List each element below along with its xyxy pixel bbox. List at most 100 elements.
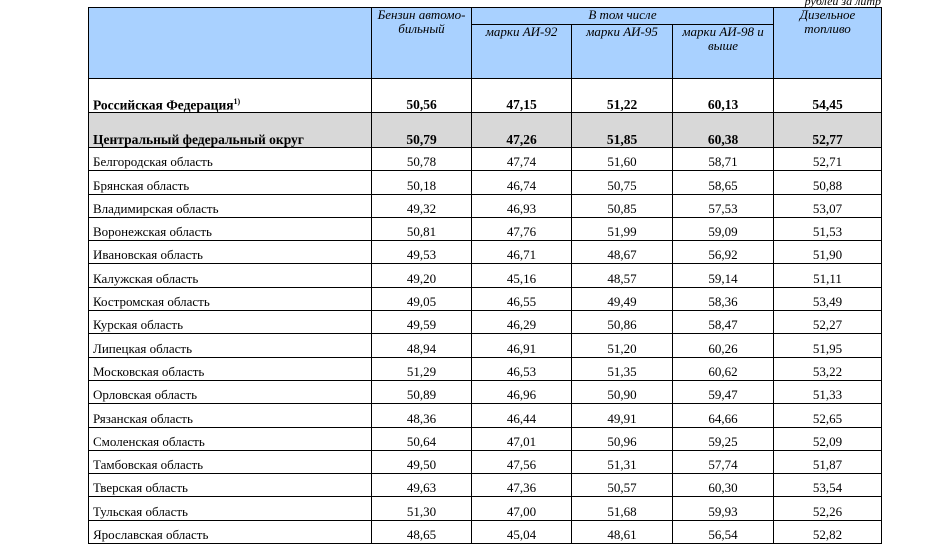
region-value: 48,57 — [571, 263, 673, 288]
region-name: Орловская область — [88, 379, 372, 405]
region-value: 48,36 — [371, 403, 472, 428]
region-value: 48,67 — [571, 240, 673, 265]
region-value: 50,90 — [571, 379, 673, 405]
region-value: 53,54 — [773, 473, 883, 498]
region-name: Тамбовская область — [88, 449, 372, 475]
header-petrol: Бензин автомо-бильный — [371, 7, 472, 79]
russia-value: 50,56 — [371, 78, 472, 113]
region-value: 50,88 — [773, 170, 883, 195]
region-value: 49,50 — [371, 449, 472, 475]
region-value: 46,91 — [471, 333, 572, 358]
header-row-top: Бензин автомо-бильный В том числе Дизель… — [88, 6, 883, 79]
header-ai98: марки АИ-98 и выше — [671, 24, 775, 79]
region-row: Ярославская область 48,65 45,04 48,61 56,54 5… — [88, 519, 883, 544]
region-value: 50,64 — [371, 426, 472, 451]
region-value: 51,90 — [773, 240, 883, 265]
region-value: 50,86 — [571, 310, 673, 335]
russia-name-text: Российская Федерация — [93, 97, 234, 112]
region-value: 49,49 — [571, 286, 673, 312]
region-value: 46,96 — [471, 379, 572, 405]
region-value: 46,74 — [471, 170, 572, 195]
region-value: 46,55 — [471, 286, 572, 312]
region-value: 50,75 — [571, 170, 673, 195]
region-value: 50,57 — [571, 473, 673, 498]
region-value: 60,26 — [671, 333, 775, 358]
region-row: Белгородская область 50,78 47,74 51,60 58,71… — [88, 146, 883, 172]
region-value: 50,89 — [371, 379, 472, 405]
region-name: Воронежская область — [88, 216, 372, 242]
region-value: 51,31 — [571, 449, 673, 475]
region-value: 50,81 — [371, 216, 472, 242]
fuel-price-table: Бензин автомо-бильный В том числе Дизель… — [88, 6, 883, 544]
cfo-name: Центральный федеральный округ — [88, 112, 372, 148]
region-value: 45,04 — [471, 519, 572, 544]
region-value: 49,05 — [371, 286, 472, 312]
unit-label: рублей за литр — [804, 0, 881, 8]
russia-name: Российская Федерация1) — [88, 78, 372, 113]
region-value: 64,66 — [671, 403, 775, 428]
region-value: 48,61 — [571, 519, 673, 544]
region-name: Ивановская область — [88, 240, 372, 265]
region-name: Курская область — [88, 310, 372, 335]
header-diesel: Дизельное топливо — [773, 7, 883, 79]
cfo-value: 50,79 — [371, 112, 472, 148]
region-row: Курская область 49,59 46,29 50,86 58,47 52,27 — [88, 310, 883, 335]
cfo-value: 51,85 — [571, 112, 673, 148]
russia-value: 51,22 — [571, 78, 673, 113]
region-value: 56,92 — [671, 240, 775, 265]
region-name: Рязанская область — [88, 403, 372, 428]
region-value: 47,76 — [471, 216, 572, 242]
region-value: 49,91 — [571, 403, 673, 428]
region-value: 51,99 — [571, 216, 673, 242]
region-value: 58,71 — [671, 146, 775, 172]
region-value: 50,18 — [371, 170, 472, 195]
region-name: Московская область — [88, 356, 372, 381]
region-row: Тульская область 51,30 47,00 51,68 59,93 52,2… — [88, 496, 883, 521]
region-value: 51,53 — [773, 216, 883, 242]
region-value: 53,22 — [773, 356, 883, 381]
region-value: 49,53 — [371, 240, 472, 265]
region-row: Калужская область 49,20 45,16 48,57 59,14 51,… — [88, 263, 883, 288]
region-value: 58,36 — [671, 286, 775, 312]
region-value: 57,53 — [671, 193, 775, 218]
region-value: 49,20 — [371, 263, 472, 288]
region-row: Орловская область 50,89 46,96 50,90 59,47 51,… — [88, 379, 883, 405]
russia-value: 60,13 — [671, 78, 775, 113]
region-value: 47,56 — [471, 449, 572, 475]
region-value: 59,47 — [671, 379, 775, 405]
region-value: 51,95 — [773, 333, 883, 358]
region-value: 52,82 — [773, 519, 883, 544]
region-value: 51,68 — [571, 496, 673, 521]
russia-footnote: 1) — [233, 96, 241, 106]
region-row: Смоленская область 50,64 47,01 50,96 59,25 52… — [88, 426, 883, 451]
region-value: 46,71 — [471, 240, 572, 265]
region-value: 46,29 — [471, 310, 572, 335]
region-value: 57,74 — [671, 449, 775, 475]
region-value: 60,30 — [671, 473, 775, 498]
region-row: Тамбовская область 49,50 47,56 51,31 57,74 51… — [88, 449, 883, 475]
region-value: 51,29 — [371, 356, 472, 381]
region-row: Ивановская область 49,53 46,71 48,67 56,92 51… — [88, 240, 883, 265]
region-name: Ярославская область — [88, 519, 372, 544]
region-value: 45,16 — [471, 263, 572, 288]
region-name: Тульская область — [88, 496, 372, 521]
region-value: 48,65 — [371, 519, 472, 544]
header-corner — [88, 7, 372, 79]
header-ai92: марки АИ-92 — [471, 24, 572, 79]
header-row-sub: марки АИ-92 марки АИ-95 марки АИ-98 и вы… — [89, 24, 882, 79]
region-row: Липецкая область 48,94 46,91 51,20 60,26 51,9… — [88, 333, 883, 358]
region-value: 47,01 — [471, 426, 572, 451]
cfo-value: 52,77 — [773, 112, 883, 148]
region-value: 49,63 — [371, 473, 472, 498]
region-value: 50,96 — [571, 426, 673, 451]
region-value: 52,65 — [773, 403, 883, 428]
region-name: Тверская область — [88, 473, 372, 498]
region-value: 49,59 — [371, 310, 472, 335]
region-value: 51,20 — [571, 333, 673, 358]
region-value: 59,09 — [671, 216, 775, 242]
region-row: Рязанская область 48,36 46,44 49,91 64,66 52,… — [88, 403, 883, 428]
region-row: Костромская область 49,05 46,55 49,49 58,36 5… — [88, 286, 883, 312]
region-value: 52,26 — [773, 496, 883, 521]
region-row: Воронежская область 50,81 47,76 51,99 59,09 5… — [88, 216, 883, 242]
cfo-value: 60,38 — [671, 112, 775, 148]
